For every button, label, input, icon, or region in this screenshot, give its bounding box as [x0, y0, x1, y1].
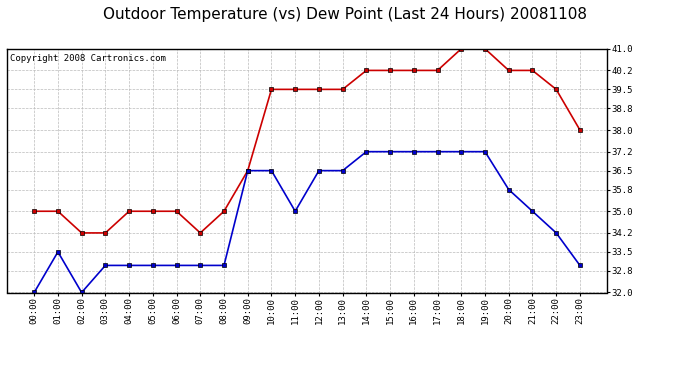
Text: Copyright 2008 Cartronics.com: Copyright 2008 Cartronics.com: [10, 54, 166, 63]
Text: Outdoor Temperature (vs) Dew Point (Last 24 Hours) 20081108: Outdoor Temperature (vs) Dew Point (Last…: [103, 8, 587, 22]
